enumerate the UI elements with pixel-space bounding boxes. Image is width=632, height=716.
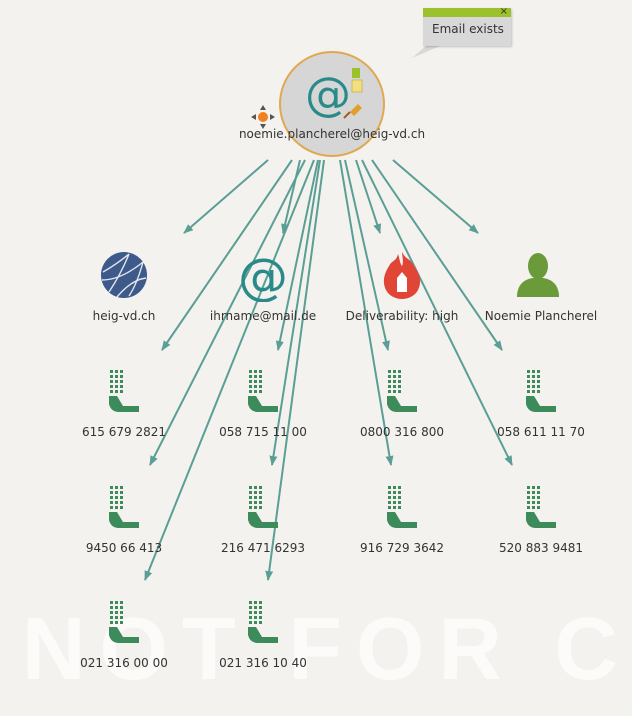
edge-to-phone-4 [371,159,503,351]
phone-label: 058 611 11 70 [497,425,585,439]
edge-to-phone-1 [161,159,293,351]
phone-icon[interactable] [246,368,280,412]
person-label: Noemie Plancherel [484,309,598,323]
edge-to-phone-2 [275,159,319,351]
edge-to-phone-3 [344,159,390,351]
edge-to-phone-5 [149,159,306,466]
phone-icon[interactable] [107,484,141,528]
center-node[interactable]: @ [278,50,386,162]
edge-to-phone-6 [269,159,321,466]
center-node-label: noemie.plancherel@heig-vd.ch [238,127,426,141]
move-handle-icon[interactable] [250,104,276,130]
edge-to-person [392,159,479,234]
deliverability-label: Deliverability: high [345,309,459,323]
phone-label: 021 316 00 00 [80,656,168,670]
at-sign-icon[interactable]: @ [236,248,290,302]
tooltip-text: Email exists [432,22,504,36]
phone-label: 9450 66 413 [85,541,163,555]
tooltip-tail [412,46,440,58]
phone-icon[interactable] [107,368,141,412]
svg-text:@: @ [238,248,288,302]
phone-label: 216 471 6293 [221,541,305,555]
edge-to-email [281,159,301,234]
person-icon[interactable] [515,250,561,298]
phone-icon[interactable] [246,599,280,643]
phone-icon[interactable] [107,599,141,643]
edge-to-phone-8 [361,159,513,466]
tooltip: × Email exists [423,6,511,46]
phone-icon[interactable] [524,484,558,528]
edge-to-domain [183,159,269,234]
phone-icon[interactable] [385,484,419,528]
phone-label: 916 729 3642 [360,541,444,555]
edge-to-deliverability [355,159,381,234]
phone-icon[interactable] [385,368,419,412]
phone-icon[interactable] [524,368,558,412]
email-label: ihrname@mail.de [209,309,317,323]
phone-label: 0800 316 800 [360,425,444,439]
phone-label: 520 883 9481 [499,541,583,555]
domain-label: heig-vd.ch [92,309,156,323]
phone-label: 615 679 2821 [82,425,166,439]
flame-icon[interactable] [380,250,424,300]
phone-icon[interactable] [246,484,280,528]
tooltip-bar [423,8,511,17]
close-icon[interactable]: × [499,6,508,17]
edge-to-phone-10 [265,159,325,581]
edge-to-phone-9 [144,159,315,581]
edge-to-phone-7 [339,159,394,466]
globe-icon[interactable] [99,250,149,300]
phone-label: 058 715 11 00 [219,425,307,439]
phone-label: 021 316 10 40 [219,656,307,670]
svg-text:@: @ [305,67,351,121]
email-address-icon: @ [279,51,385,157]
